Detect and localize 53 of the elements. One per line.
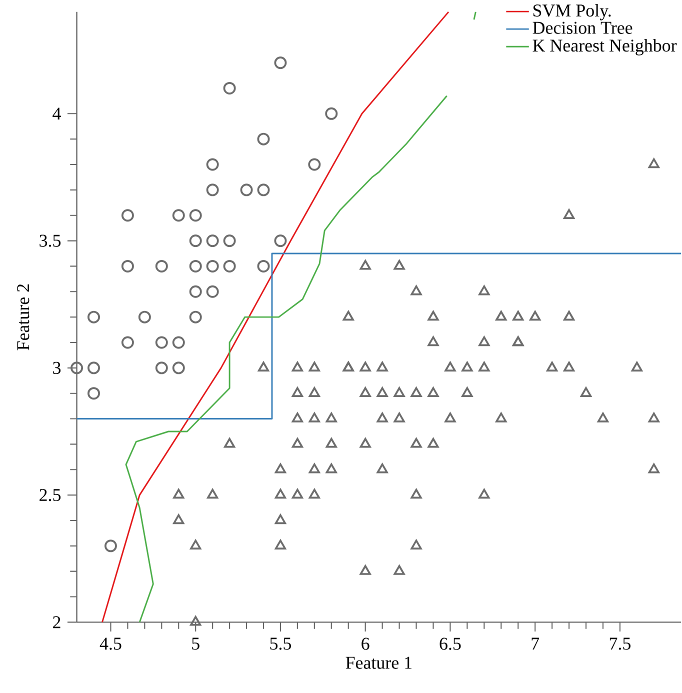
x-tick-label: 5 [192, 638, 200, 650]
point [325, 107, 338, 120]
x-tick-label: 7 [532, 638, 540, 650]
point [189, 285, 202, 298]
point [156, 362, 168, 374]
point [70, 362, 84, 374]
point [189, 310, 202, 324]
point [206, 260, 219, 272]
point [172, 362, 185, 374]
point [189, 260, 202, 272]
point [122, 260, 134, 272]
point [240, 184, 253, 196]
point [138, 310, 152, 324]
y-tick-label: 2 [53, 616, 60, 628]
point [104, 540, 118, 552]
point [88, 310, 100, 324]
y-tick-label: 3 [53, 362, 61, 374]
legend-label: K Nearest Neighbor [532, 39, 677, 56]
x-tick-label: 6 [362, 638, 370, 650]
point [206, 234, 219, 248]
x-tick-label: 6.5 [440, 638, 461, 650]
point [88, 362, 100, 374]
point [206, 184, 219, 196]
point [257, 132, 270, 146]
point [88, 387, 100, 400]
point [189, 209, 202, 222]
point [223, 260, 236, 272]
y-tick-label: 4 [52, 108, 62, 120]
legend-label: SVM Poly. [534, 4, 611, 20]
point [206, 158, 219, 171]
point [223, 82, 236, 94]
point [223, 234, 236, 248]
point [274, 56, 287, 70]
point [156, 336, 168, 349]
point [257, 260, 270, 272]
x-tick-label: 5.5 [270, 638, 292, 650]
y-tick-label: 2.5 [40, 488, 61, 502]
x-axis-title: Feature 1 [346, 656, 412, 669]
x-tick-label: 7.5 [610, 638, 631, 650]
point [257, 184, 270, 196]
point [274, 234, 287, 248]
point [308, 158, 321, 171]
y-tick-label: 3.5 [40, 234, 61, 247]
point [122, 209, 134, 222]
legend-label: Decision Tree [532, 22, 632, 34]
point [122, 336, 134, 349]
point [172, 209, 185, 222]
x-tick-label: 4.5 [100, 638, 122, 650]
point [156, 260, 168, 272]
y-axis-title: Feature 2 [17, 284, 30, 350]
point [189, 234, 202, 248]
point [206, 285, 219, 298]
point [172, 336, 185, 349]
